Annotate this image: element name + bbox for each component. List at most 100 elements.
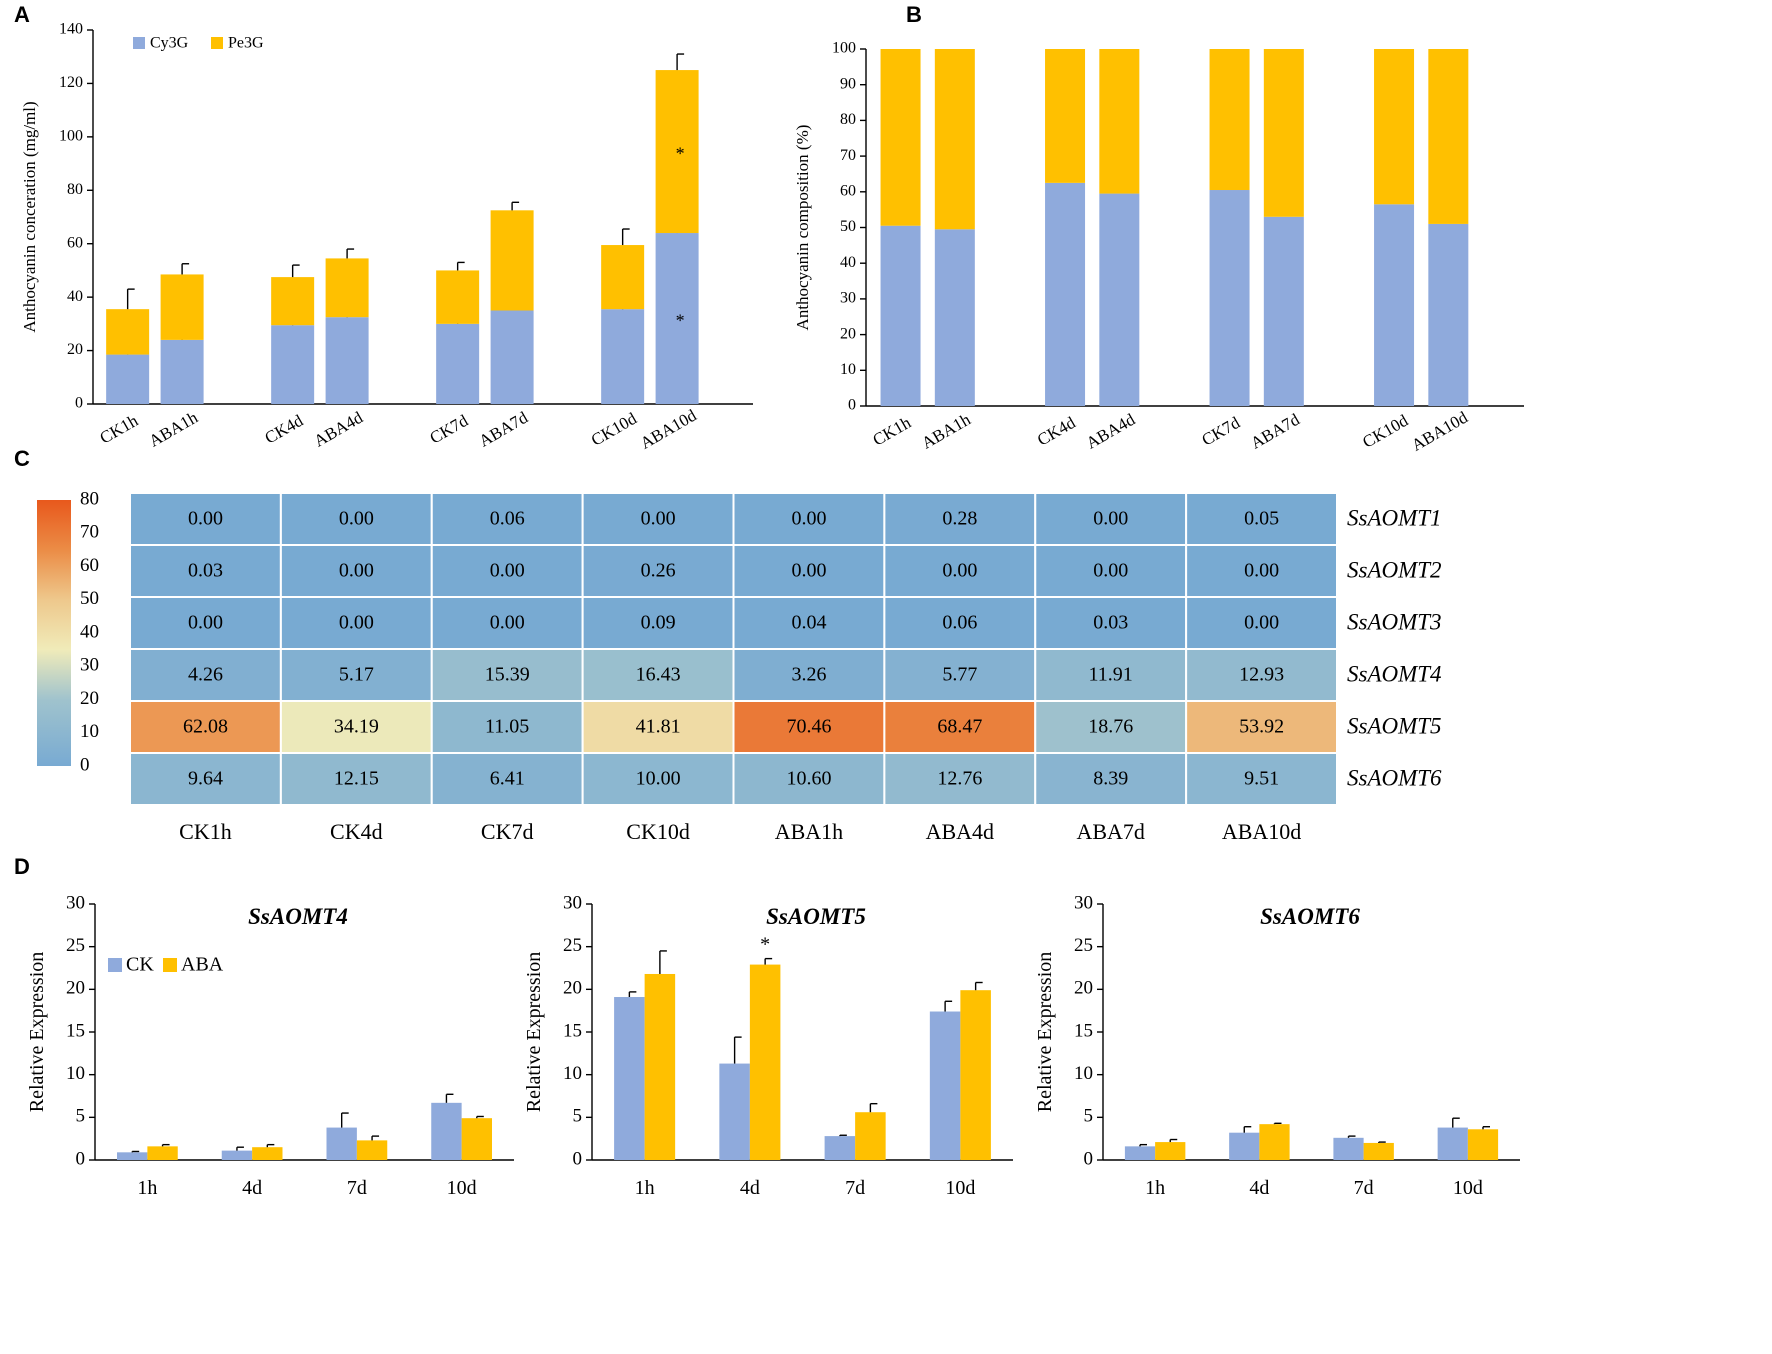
bar-ck-10d — [929, 1011, 961, 1160]
x-tick-label: CK1h — [869, 413, 914, 450]
bar-cy3g-aba7d — [1263, 216, 1304, 406]
bar-cy3g-aba10d — [655, 233, 699, 404]
chart-title: SsAOMT5 — [766, 904, 866, 929]
y-axis-title: Relative Expression — [26, 952, 48, 1113]
y-tick-label: 15 — [563, 1020, 582, 1041]
heatmap-value: 12.93 — [1239, 664, 1284, 686]
heatmap-value: 0.03 — [1093, 612, 1128, 634]
y-tick-label: 20 — [66, 978, 85, 999]
legend-label-ck: CK — [126, 954, 154, 976]
color-scale-tick: 30 — [80, 655, 99, 676]
heatmap-cell — [732, 544, 886, 598]
heatmap-row-label: SsAOMT1 — [1347, 505, 1442, 530]
bar-cy3g-aba10d — [1428, 223, 1469, 406]
x-tick-label: 7d — [845, 1177, 865, 1199]
bar-pe3g-ck4d — [1045, 49, 1086, 183]
heatmap-cell — [129, 752, 282, 806]
y-tick-label: 20 — [840, 325, 856, 342]
x-tick-label: ABA1h — [918, 410, 974, 453]
x-tick-label: ABA7d — [476, 408, 532, 451]
heatmap-value: 18.76 — [1088, 716, 1133, 738]
bar-pe3g-aba1h — [160, 274, 204, 340]
bar-pe3g-aba4d — [1099, 49, 1140, 194]
heatmap-value: 5.17 — [339, 664, 374, 686]
bar-cy3g-aba4d — [1099, 193, 1140, 406]
bar-pe3g-aba7d — [1263, 49, 1304, 217]
heatmap-cell — [883, 752, 1037, 806]
y-axis-title: Relative Expression — [523, 952, 545, 1113]
heatmap-cell — [732, 752, 886, 806]
heatmap-cell — [581, 596, 735, 650]
heatmap-value: 0.00 — [1244, 612, 1279, 634]
y-tick-label: 5 — [573, 1106, 583, 1127]
x-tick-label: CK7d — [427, 411, 472, 448]
legend-swatch-ck — [108, 958, 122, 972]
heatmap-cell — [1034, 700, 1188, 754]
heatmap-value: 12.76 — [937, 768, 982, 790]
bar-ck-4d — [221, 1150, 253, 1160]
heatmap-value: 16.43 — [636, 664, 681, 686]
heatmap-value: 0.00 — [188, 612, 223, 634]
heatmap-value: 34.19 — [334, 716, 379, 738]
heatmap-cell — [883, 700, 1037, 754]
heatmap-value: 0.00 — [188, 508, 223, 530]
heatmap-value: 53.92 — [1239, 716, 1284, 738]
x-tick-label: 7d — [1354, 1177, 1374, 1199]
bar-cy3g-aba7d — [490, 310, 534, 404]
heatmap-value: 0.09 — [641, 612, 676, 634]
bar-aba-10d — [1467, 1129, 1499, 1160]
heatmap-row-label: SsAOMT4 — [1347, 661, 1442, 686]
heatmap-value: 3.26 — [791, 664, 826, 686]
bar-cy3g-ck4d — [1045, 182, 1086, 406]
heatmap-value: 0.00 — [490, 612, 525, 634]
heatmap-value: 0.00 — [339, 508, 374, 530]
bar-aba-1h — [1155, 1142, 1186, 1160]
bar-ck-1h — [614, 997, 645, 1160]
heatmap-row-label: SsAOMT3 — [1347, 609, 1442, 634]
y-tick-label: 0 — [76, 1148, 86, 1169]
x-tick-label: 10d — [447, 1177, 477, 1199]
y-tick-label: 0 — [573, 1148, 583, 1169]
heatmap-value: 0.06 — [942, 612, 977, 634]
y-tick-label: 90 — [840, 75, 856, 92]
heatmap-col-label: CK10d — [626, 819, 690, 844]
y-tick-label: 60 — [67, 234, 83, 251]
bar-ck-10d — [431, 1102, 462, 1160]
x-tick-label: CK4d — [262, 411, 307, 448]
panel-label-c: C — [14, 446, 30, 471]
color-scale-tick: 60 — [80, 555, 99, 576]
heatmap-value: 11.05 — [485, 716, 529, 738]
heatmap-value: 5.77 — [942, 664, 977, 686]
heatmap-value: 0.00 — [942, 560, 977, 582]
heatmap-cell — [1034, 752, 1188, 806]
bar-pe3g-aba7d — [490, 210, 534, 311]
bar-aba-4d — [1259, 1124, 1290, 1160]
bar-ck-7d — [824, 1136, 856, 1160]
y-tick-label: 15 — [1074, 1020, 1093, 1041]
x-tick-label: 10d — [945, 1177, 975, 1199]
x-tick-label: 10d — [1453, 1177, 1483, 1199]
y-tick-label: 100 — [59, 128, 83, 145]
heatmap-cell — [430, 700, 584, 754]
legend-label-aba: ABA — [181, 954, 224, 976]
bar-cy3g-aba4d — [325, 317, 369, 404]
bar-pe3g-aba10d — [1428, 49, 1469, 224]
x-tick-label: ABA1h — [146, 408, 202, 451]
color-scale-tick: 50 — [80, 588, 99, 609]
x-tick-label: CK7d — [1198, 413, 1243, 450]
heatmap-value: 12.15 — [334, 768, 379, 790]
color-scale-tick: 20 — [80, 688, 99, 709]
bar-aba-7d — [356, 1140, 388, 1160]
bar-aba-7d — [855, 1112, 886, 1160]
panel-label-a: A — [14, 2, 30, 27]
significance-mark: * — [760, 934, 770, 956]
bar-cy3g-ck7d — [1209, 190, 1250, 406]
heatmap-cell — [430, 492, 584, 546]
bar-pe3g-aba10d — [655, 70, 699, 234]
panel-c-heatmap: 0.00 0.00 0.06 0.00 0.00 0.28 0.00 0.05 SsAOMT1 0… — [37, 488, 1442, 844]
x-tick-label: CK10d — [588, 408, 640, 449]
heatmap-value: 0.03 — [188, 560, 223, 582]
bar-pe3g-ck10d — [601, 245, 645, 310]
y-tick-label: 20 — [1074, 978, 1093, 999]
y-tick-label: 20 — [67, 341, 83, 358]
